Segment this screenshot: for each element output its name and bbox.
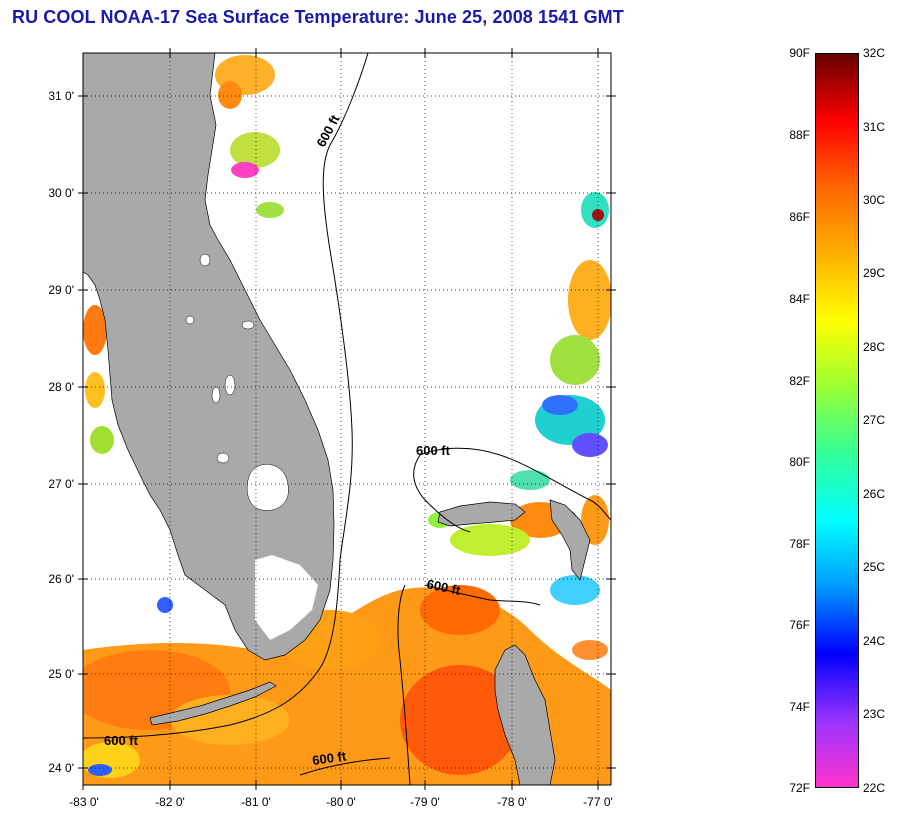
lat-label: 29 0' [48, 283, 74, 297]
graticule [83, 53, 611, 785]
isobath-label: 600 ft [311, 748, 347, 768]
isobath-600ft [83, 53, 611, 785]
lat-label: 26 0' [48, 572, 74, 586]
latitude-labels: 31 0' 30 0' 29 0' 28 0' 27 0' 26 0' 25 0… [48, 89, 74, 775]
colorbar-f-label: 90F [789, 46, 810, 60]
inland-water [185, 253, 318, 640]
colorbar-f-label: 80F [789, 455, 810, 469]
colorbar-c-label: 22C [863, 781, 886, 795]
colorbar-f-label: 86F [789, 210, 810, 224]
map-frame [82, 52, 612, 786]
lon-label: -81 0' [241, 795, 271, 809]
lon-label: -77 0' [583, 795, 613, 809]
latitude-axis [78, 95, 616, 769]
colorbar-f-label: 72F [789, 781, 810, 795]
colorbar-c-label: 31C [863, 120, 886, 134]
grand-bahama-island [437, 501, 526, 527]
lon-label: -80 0' [326, 795, 356, 809]
colorbar-c-label: 28C [863, 340, 886, 354]
isobath-labels: 600 ft 600 ft 600 ft 600 ft 600 ft [104, 112, 462, 768]
colorbar-c-label: 32C [863, 46, 886, 60]
lat-label: 24 0' [48, 761, 74, 775]
colorbar-c-label: 30C [863, 193, 886, 207]
lon-label: -83 0' [69, 795, 99, 809]
colorbar-c-label: 25C [863, 560, 886, 574]
lat-label: 31 0' [48, 89, 74, 103]
colorbar-f-label: 88F [789, 128, 810, 142]
lat-label: 28 0' [48, 380, 74, 394]
lon-label: -79 0' [410, 795, 440, 809]
lon-label: -82 0' [155, 795, 185, 809]
colorbar-c-label: 24C [863, 634, 886, 648]
colorbar-f-label: 74F [789, 700, 810, 714]
abaco-island [549, 499, 591, 581]
lat-label: 30 0' [48, 186, 74, 200]
keys [149, 681, 277, 726]
isobath-label: 600 ft [425, 576, 462, 598]
temperature-colorbar [815, 53, 859, 788]
sst-data-layer [83, 55, 611, 785]
colorbar-c-label: 23C [863, 707, 886, 721]
colorbar-c-label: 29C [863, 266, 886, 280]
map-title: RU COOL NOAA-17 Sea Surface Temperature:… [12, 7, 624, 27]
colorbar-f-label: 84F [789, 292, 810, 306]
lat-label: 25 0' [48, 667, 74, 681]
lat-label: 27 0' [48, 477, 74, 491]
colorbar-f-label: 78F [789, 537, 810, 551]
isobath-label: 600 ft [104, 733, 139, 748]
longitude-axis [82, 48, 599, 790]
colorbar-c-label: 26C [863, 487, 886, 501]
lon-label: -78 0' [497, 795, 527, 809]
colorbar-c-label: 27C [863, 413, 886, 427]
andros-island [494, 644, 556, 785]
longitude-labels: -83 0' -82 0' -81 0' -80 0' -79 0' -78 0… [69, 795, 613, 809]
isobath-label: 600 ft [416, 443, 451, 458]
colorbar-f-label: 76F [789, 618, 810, 632]
lake-okeechobee [246, 464, 289, 511]
colorbar-f-label: 82F [789, 374, 810, 388]
